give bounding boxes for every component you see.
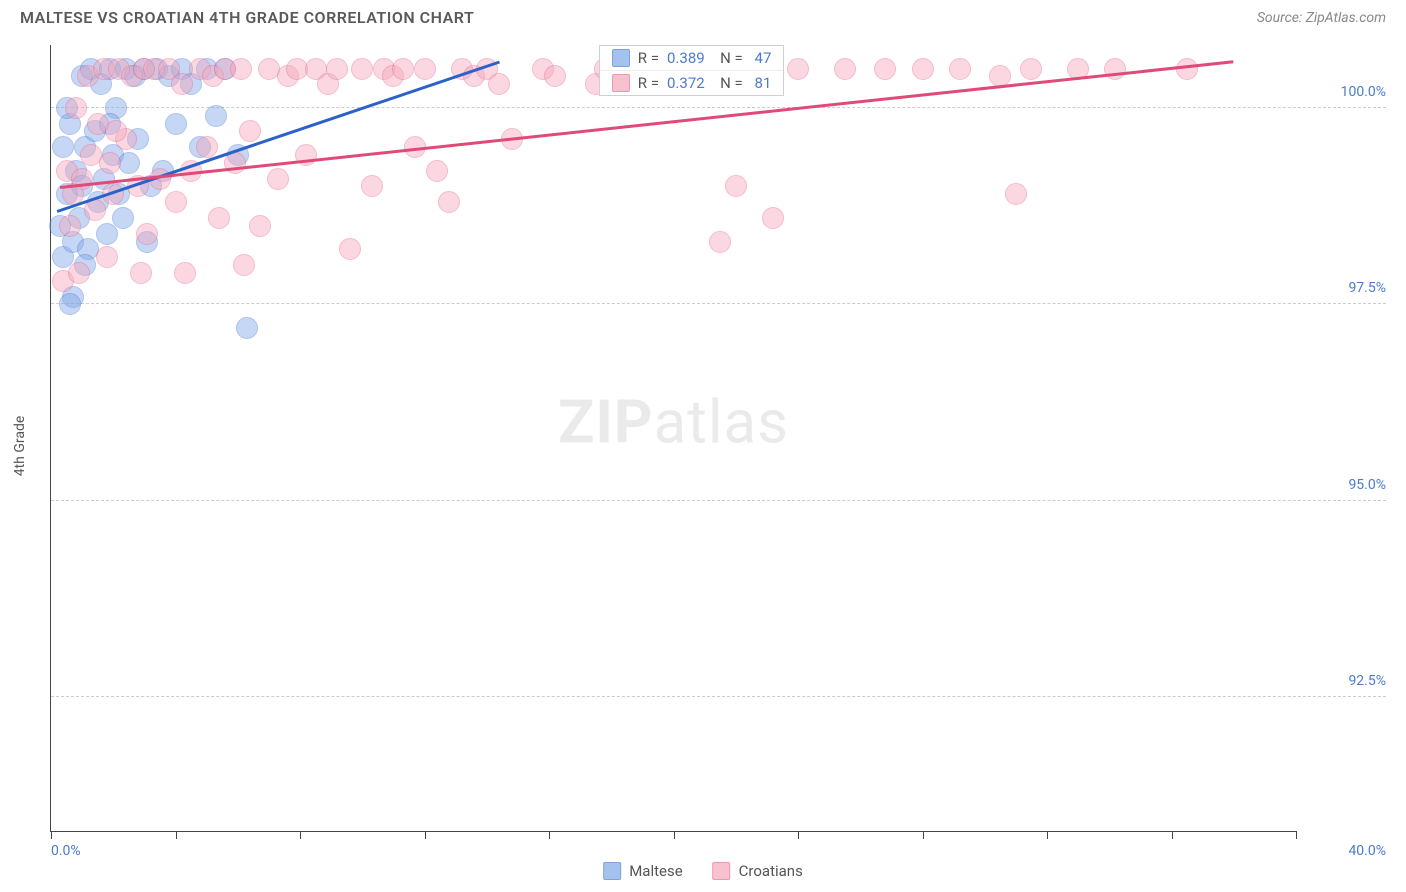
data-point: [165, 113, 187, 135]
data-point: [171, 73, 193, 95]
legend-r-label: R =: [638, 74, 659, 92]
data-point: [205, 105, 227, 127]
data-point: [174, 262, 196, 284]
watermark: ZIPatlas: [558, 387, 789, 458]
data-point: [361, 175, 383, 197]
data-point: [488, 73, 510, 95]
legend-swatch: [612, 49, 630, 67]
legend-row: R = 0.389 N = 47: [600, 46, 784, 71]
y-axis-label: 4th Grade: [12, 416, 28, 477]
x-tick: [176, 831, 177, 839]
x-tick: [425, 831, 426, 839]
data-point: [709, 231, 731, 253]
gridline: [51, 500, 1386, 501]
chart-source: Source: ZipAtlas.com: [1257, 10, 1386, 26]
y-tick-label: 95.0%: [1306, 477, 1386, 493]
data-point: [239, 120, 261, 142]
data-point: [165, 191, 187, 213]
legend-label: Maltese: [629, 862, 682, 880]
legend-item: Croatians: [713, 862, 803, 880]
data-point: [236, 317, 258, 339]
x-tick: [1047, 831, 1048, 839]
data-point: [544, 65, 566, 87]
data-point: [426, 160, 448, 182]
data-point: [230, 58, 252, 80]
x-tick: [300, 831, 301, 839]
data-point: [1104, 58, 1126, 80]
legend-swatch: [612, 74, 630, 92]
data-point: [68, 262, 90, 284]
legend-n-label: N =: [713, 74, 743, 92]
series-legend: Maltese Croatians: [603, 862, 803, 880]
legend-r-label: R =: [638, 49, 659, 67]
chart-title: MALTESE VS CROATIAN 4TH GRADE CORRELATIO…: [20, 8, 474, 27]
gridline: [51, 696, 1386, 697]
data-point: [949, 58, 971, 80]
y-tick-label: 100.0%: [1306, 84, 1386, 100]
plot-area: ZIPatlas R = 0.389 N = 47R = 0.372 N = 8…: [50, 45, 1296, 832]
data-point: [874, 58, 896, 80]
gridline: [51, 303, 1386, 304]
y-tick-label: 92.5%: [1306, 673, 1386, 689]
data-point: [59, 215, 81, 237]
data-point: [249, 215, 271, 237]
data-point: [267, 168, 289, 190]
x-tick: [1296, 831, 1297, 839]
legend-label: Croatians: [739, 862, 803, 880]
y-tick-label: 97.5%: [1306, 280, 1386, 296]
x-tick: [549, 831, 550, 839]
chart-header: MALTESE VS CROATIAN 4TH GRADE CORRELATIO…: [0, 0, 1406, 31]
legend-n-value: 81: [751, 74, 772, 92]
legend-swatch: [713, 862, 731, 880]
x-label-min: 0.0%: [51, 843, 81, 859]
data-point: [326, 58, 348, 80]
data-point: [414, 58, 436, 80]
data-point: [208, 207, 230, 229]
data-point: [351, 58, 373, 80]
data-point: [912, 58, 934, 80]
legend-row: R = 0.372 N = 81: [600, 71, 784, 95]
legend-r-value: 0.389: [667, 49, 705, 67]
data-point: [112, 207, 134, 229]
data-point: [105, 120, 127, 142]
data-point: [65, 97, 87, 119]
chart-area: ZIPatlas R = 0.389 N = 47R = 0.372 N = 8…: [50, 45, 1296, 832]
legend-r-value: 0.372: [667, 74, 705, 92]
data-point: [834, 58, 856, 80]
legend-swatch: [603, 862, 621, 880]
x-tick: [1172, 831, 1173, 839]
legend-n-value: 47: [751, 49, 772, 67]
x-tick: [674, 831, 675, 839]
x-label-max: 40.0%: [1348, 843, 1386, 859]
x-tick: [51, 831, 52, 839]
data-point: [725, 175, 747, 197]
data-point: [136, 223, 158, 245]
data-point: [1020, 58, 1042, 80]
stats-legend: R = 0.389 N = 47R = 0.372 N = 81: [599, 45, 785, 96]
data-point: [130, 262, 152, 284]
data-point: [80, 144, 102, 166]
data-point: [233, 254, 255, 276]
data-point: [59, 293, 81, 315]
data-point: [392, 58, 414, 80]
x-tick: [923, 831, 924, 839]
legend-item: Maltese: [603, 862, 682, 880]
data-point: [52, 136, 74, 158]
legend-n-label: N =: [713, 49, 743, 67]
gridline: [51, 107, 1386, 108]
data-point: [96, 246, 118, 268]
data-point: [196, 136, 218, 158]
x-tick: [798, 831, 799, 839]
data-point: [438, 191, 460, 213]
data-point: [1005, 183, 1027, 205]
data-point: [339, 238, 361, 260]
data-point: [762, 207, 784, 229]
data-point: [787, 58, 809, 80]
data-point: [1176, 58, 1198, 80]
